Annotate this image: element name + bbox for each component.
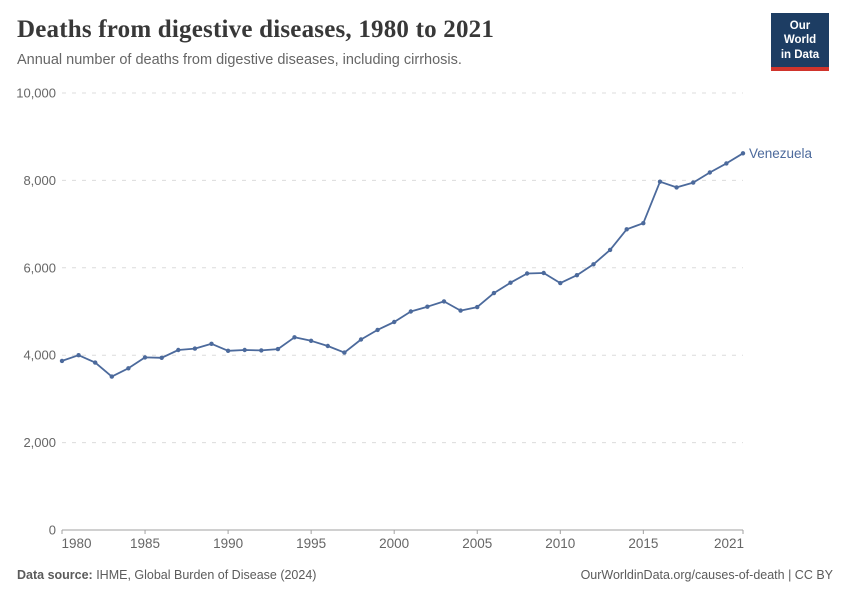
entity-label-venezuela[interactable]: Venezuela <box>749 146 813 161</box>
data-point[interactable] <box>358 337 364 342</box>
x-axis-tick-label: 2005 <box>462 536 492 551</box>
data-point[interactable] <box>259 348 264 353</box>
x-axis-tick-label: 2010 <box>545 536 575 551</box>
y-axis-tick-label: 0 <box>49 523 56 538</box>
x-axis-tick-label: 1990 <box>213 536 243 551</box>
owid-logo-red-bar <box>771 67 829 72</box>
x-axis-tick-label: 2021 <box>714 536 744 551</box>
x-axis-tick-label: 2000 <box>379 536 409 551</box>
owid-logo[interactable]: Our World in Data <box>771 13 829 72</box>
data-point[interactable] <box>558 280 563 286</box>
data-point[interactable] <box>541 270 546 276</box>
data-point[interactable] <box>142 355 148 360</box>
x-axis-tick-label: 1995 <box>296 536 326 551</box>
x-axis-tick-label: 1985 <box>130 536 160 551</box>
data-point[interactable] <box>392 319 397 325</box>
y-axis-tick-label: 6,000 <box>23 260 56 275</box>
data-point[interactable] <box>308 338 314 343</box>
data-point[interactable] <box>524 271 530 276</box>
data-point[interactable] <box>292 335 297 340</box>
x-axis-tick-label: 1980 <box>62 536 92 551</box>
data-source-text: IHME, Global Burden of Disease (2024) <box>92 568 317 582</box>
data-point[interactable] <box>441 299 447 304</box>
data-point[interactable] <box>159 355 164 360</box>
owid-logo-line1: Our World <box>783 20 817 47</box>
y-axis-tick-label: 8,000 <box>23 173 56 188</box>
data-point[interactable] <box>458 308 463 313</box>
data-point[interactable] <box>242 347 247 353</box>
data-point[interactable] <box>176 347 181 353</box>
data-point[interactable] <box>93 360 98 365</box>
data-point[interactable] <box>707 170 712 175</box>
x-axis-tick-label: 2015 <box>628 536 658 551</box>
data-point[interactable] <box>342 350 347 355</box>
data-point[interactable] <box>591 262 596 267</box>
data-point[interactable] <box>508 280 513 285</box>
data-point[interactable] <box>275 346 281 352</box>
data-point[interactable] <box>674 185 679 190</box>
data-point[interactable] <box>126 366 131 371</box>
data-source-label: Data source: <box>17 568 93 582</box>
data-point[interactable] <box>607 247 613 253</box>
data-point[interactable] <box>408 309 413 314</box>
data-source-note: Data source: IHME, Global Burden of Dise… <box>17 568 316 582</box>
data-point[interactable] <box>375 327 380 333</box>
data-point[interactable] <box>109 374 115 379</box>
chart-subtitle: Annual number of deaths from digestive d… <box>17 52 462 68</box>
data-point[interactable] <box>641 221 646 226</box>
y-axis-tick-label: 10,000 <box>16 86 56 101</box>
data-point[interactable] <box>425 304 430 309</box>
data-point[interactable] <box>225 348 231 353</box>
data-point[interactable] <box>491 290 497 296</box>
venezuela-series-line <box>61 152 744 378</box>
owid-logo-box: Our World in Data <box>771 13 829 68</box>
data-point[interactable] <box>59 358 65 364</box>
data-point[interactable] <box>624 227 629 232</box>
data-point[interactable] <box>475 304 480 310</box>
data-point[interactable] <box>657 179 663 184</box>
data-point[interactable] <box>209 341 214 346</box>
data-point[interactable] <box>574 273 580 278</box>
y-axis-tick-label: 2,000 <box>23 435 56 450</box>
chart-footer: Data source: IHME, Global Burden of Dise… <box>17 568 833 582</box>
owid-logo-line2: in Data <box>780 48 820 61</box>
chart-title: Deaths from digestive diseases, 1980 to … <box>17 16 495 43</box>
data-point[interactable] <box>325 343 330 349</box>
data-point[interactable] <box>691 180 696 185</box>
footer-citation-link[interactable]: OurWorldinData.org/causes-of-death | CC … <box>580 568 833 582</box>
data-point[interactable] <box>192 346 198 351</box>
data-point[interactable] <box>76 353 81 358</box>
data-point[interactable] <box>740 151 746 156</box>
data-point[interactable] <box>724 161 729 166</box>
y-axis-tick-label: 4,000 <box>23 348 56 363</box>
